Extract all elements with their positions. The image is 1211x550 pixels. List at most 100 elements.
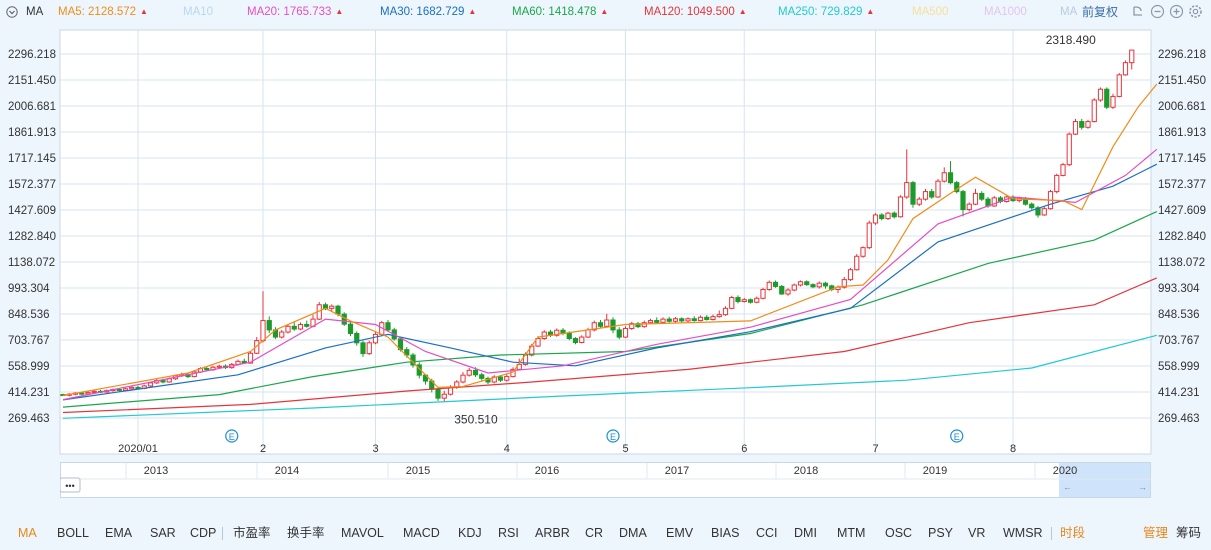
candle-body [554, 329, 560, 336]
tab-13[interactable]: DMA [619, 526, 647, 540]
zoom-out-icon[interactable] [1150, 4, 1165, 19]
candle-body [404, 349, 410, 356]
tab-15[interactable]: BIAS [711, 526, 740, 540]
legend-up-arrow-icon: ▲ [140, 7, 148, 16]
legend-ma[interactable]: MA [1060, 0, 1077, 24]
candle [847, 267, 854, 282]
candle [597, 320, 604, 328]
zoom-in-icon[interactable] [1169, 4, 1184, 19]
legend-ma60[interactable]: MA60: 1418.478 ▲ [512, 0, 608, 24]
price-chart[interactable]: 2296.218 2296.218 2151.450 2151.450 2006.681… [0, 24, 1211, 464]
tab-17[interactable]: DMI [794, 526, 817, 540]
range-left-arrow-icon[interactable]: ← [1063, 482, 1072, 492]
candle-body [266, 320, 272, 331]
candle-body [535, 338, 541, 347]
navigator-selection[interactable] [1059, 463, 1150, 497]
candle-body [916, 198, 922, 205]
tab-6[interactable]: 换手率 [287, 526, 325, 540]
legend-ma20[interactable]: MA20: 1765.733 ▲ [247, 0, 343, 24]
candle [116, 388, 122, 392]
legend-ma250[interactable]: MA250: 729.829 ▲ [778, 0, 874, 24]
tab-8[interactable]: MACD [403, 526, 440, 540]
candle-body [1029, 203, 1035, 209]
candle [929, 188, 935, 199]
range-right-arrow-icon[interactable]: → [1138, 482, 1147, 492]
tab-19[interactable]: OSC [885, 526, 913, 540]
y-tick-label-right: 414.231 [1158, 387, 1200, 399]
candle-body [772, 281, 779, 287]
event-marker-icon[interactable]: E [225, 429, 239, 443]
tab-25[interactable]: 筹码 [1176, 526, 1202, 540]
candle [991, 196, 997, 207]
tab-12[interactable]: CR [585, 526, 604, 540]
candle [1066, 132, 1072, 167]
candle [541, 330, 547, 340]
tab-24[interactable]: 管理 [1143, 526, 1169, 540]
candle-body [204, 368, 210, 371]
legend-up-arrow-icon: ▲ [335, 7, 344, 16]
tab-3[interactable]: SAR [150, 526, 176, 540]
tab-2[interactable]: EMA [105, 526, 133, 540]
candle-body [729, 297, 735, 309]
legend-ma500[interactable]: MA500 [912, 0, 948, 24]
candle [866, 220, 872, 250]
event-marker-icon[interactable]: E [606, 429, 620, 443]
candle-body [360, 342, 366, 355]
candle [504, 374, 510, 382]
candle-body [566, 332, 572, 340]
tab-9[interactable]: KDJ [458, 526, 482, 540]
candle-body [697, 316, 704, 322]
y-tick-label-right: 848.536 [1158, 309, 1200, 321]
candle [354, 331, 360, 346]
candle-body [891, 212, 897, 218]
legend-ma120[interactable]: MA120: 1049.500 ▲ [644, 0, 747, 24]
legend-ma10[interactable]: MA10 [183, 0, 213, 24]
y-tick-label: 703.767 [8, 335, 50, 347]
range-navigator[interactable]: 2013 2014 2015 2016 2017 2018 2019 2020 ••• ← → [60, 462, 1151, 498]
candle-body [741, 299, 747, 303]
candle-body [804, 281, 810, 286]
price-adjust-toggle[interactable]: 前复权 [1082, 5, 1119, 19]
x-tick-label: 5 [622, 443, 628, 455]
candle-body [116, 389, 122, 392]
tab-22[interactable]: WMSR [1003, 526, 1043, 540]
candle-body [79, 392, 85, 395]
tab-21[interactable]: VR [968, 526, 986, 540]
navigator-year-label: 2013 [144, 465, 168, 477]
tab-7[interactable]: MAVOL [341, 526, 384, 540]
event-marker-icon[interactable]: E [950, 429, 964, 443]
tab-4[interactable]: CDP [190, 526, 217, 540]
tab-1[interactable]: BOLL [57, 526, 89, 540]
tab-14[interactable]: EMV [666, 526, 694, 540]
candle-body [572, 338, 579, 343]
legend-label: MA [1060, 6, 1078, 18]
candle-body [797, 281, 804, 286]
y-tick-label-right: 2296.218 [1158, 49, 1206, 61]
undo-icon[interactable] [1130, 4, 1145, 19]
indicator-dropdown-icon[interactable] [6, 6, 18, 18]
candle [947, 161, 954, 185]
candle [291, 321, 297, 331]
indicator-name[interactable]: MA [26, 6, 44, 18]
tab-0[interactable]: MA [18, 526, 37, 540]
settings-icon[interactable] [1188, 4, 1203, 19]
candle [329, 304, 335, 312]
tab-16[interactable]: CCI [756, 526, 778, 540]
ma-line-ma120 [62, 277, 1158, 414]
candle-body [841, 279, 847, 288]
legend-label: MA5: 2128.572 [58, 6, 137, 18]
navigator-drag-handle[interactable]: ••• [60, 477, 81, 493]
candle-body [610, 319, 616, 331]
tab-23[interactable]: 时段 [1060, 526, 1086, 540]
legend-ma30[interactable]: MA30: 1682.729 ▲ [380, 0, 476, 24]
tab-18[interactable]: MTM [837, 526, 866, 540]
candle-body [541, 331, 547, 340]
tab-11[interactable]: ARBR [535, 526, 570, 540]
candle-body [722, 307, 729, 316]
tab-20[interactable]: PSY [928, 526, 954, 540]
legend-ma5[interactable]: MA5: 2128.572 ▲ [58, 0, 148, 24]
legend-ma1000[interactable]: MA1000 [984, 0, 1027, 24]
tab-10[interactable]: RSI [498, 526, 519, 540]
tab-5[interactable]: 市盈率 [233, 526, 271, 540]
candle-body [972, 192, 979, 205]
